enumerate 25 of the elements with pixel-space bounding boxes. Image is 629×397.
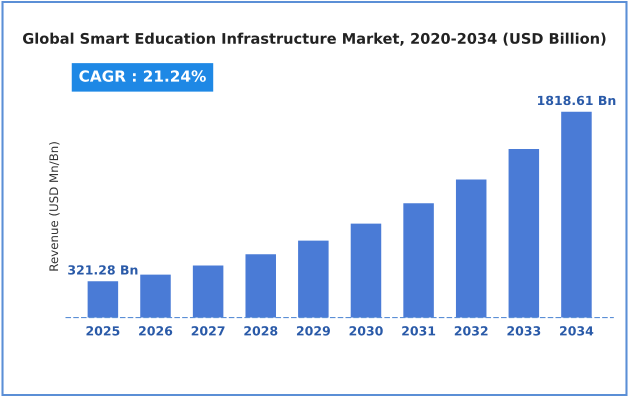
bar	[298, 240, 329, 318]
bar	[403, 203, 434, 318]
bar	[140, 274, 171, 318]
x-tick-label: 2033	[507, 326, 540, 336]
x-tick-label: 2031	[402, 326, 436, 336]
bar	[88, 281, 118, 318]
data-label: 321.28 Bn	[68, 265, 138, 275]
text: CAGR : 21.24%	[79, 70, 206, 82]
bar	[192, 266, 224, 318]
x-tick-label: 2027	[192, 326, 225, 336]
x-tick-label: 2029	[296, 326, 330, 336]
x-tick-label: 2030	[350, 326, 383, 336]
x-tick-label: 2028	[244, 326, 278, 336]
x-tick-label: 2025	[86, 326, 120, 336]
chart-title: Global Smart Education Infrastructure Market, 2020-2034 (USD Billion)	[23, 32, 606, 46]
x-tick-label: 2032	[454, 326, 488, 336]
x-tick-label: 2034	[560, 326, 594, 336]
bar	[561, 112, 592, 318]
x-tick-label: 2026	[139, 326, 172, 336]
bar	[245, 254, 276, 318]
bar	[508, 148, 540, 318]
bar	[456, 180, 486, 318]
data-label: 1818.61 Bn	[538, 96, 616, 106]
y-axis-title: Revenue (USD Mn/Bn)	[49, 142, 60, 271]
bar	[350, 224, 382, 318]
